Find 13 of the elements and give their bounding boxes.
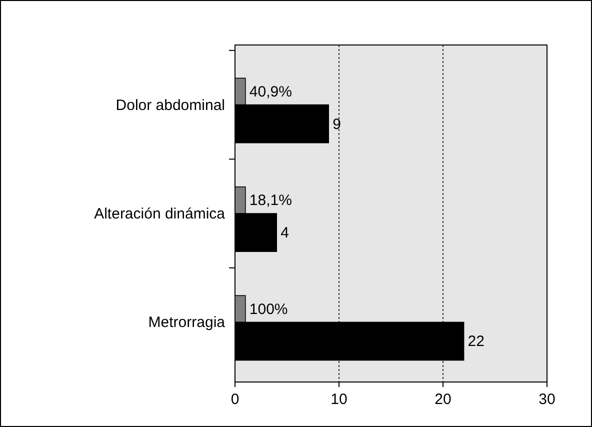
data-label: 4 <box>280 224 289 242</box>
data-label: 22 <box>468 333 484 350</box>
y-tick-label: Dolor abdominal <box>116 96 225 114</box>
y-tick-label: Metrorragia <box>148 314 226 332</box>
x-tick-label: 10 <box>330 391 348 408</box>
annotation: 18,1% <box>249 192 292 210</box>
data-label: 9 <box>332 116 341 133</box>
annotation: 40,9% <box>249 83 292 100</box>
annotation: 100% <box>249 300 288 318</box>
x-tick-label: 20 <box>434 391 452 408</box>
x-tick-label: 30 <box>538 391 556 408</box>
y-tick-label: Alteración dinámica <box>94 206 226 222</box>
x-tick-label: 0 <box>230 391 240 408</box>
